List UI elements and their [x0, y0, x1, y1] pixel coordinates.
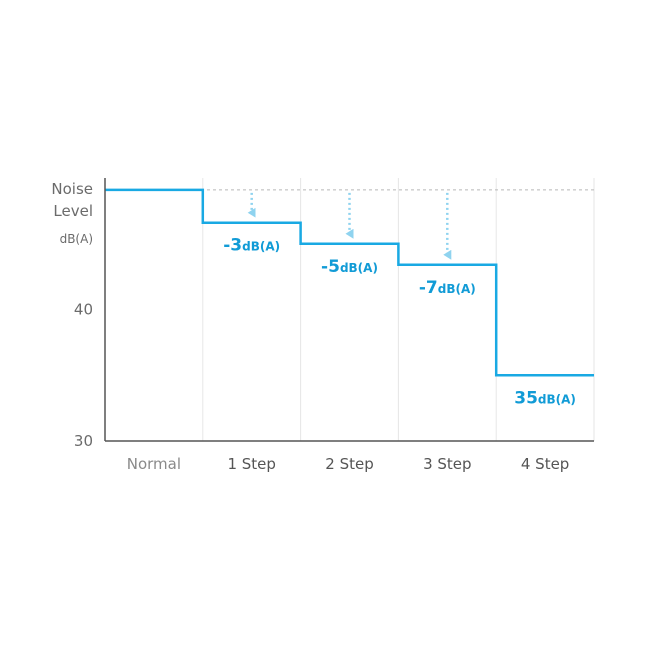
annotation-label: -7dB(A)	[419, 278, 476, 298]
x-tick-label: 4 Step	[521, 455, 569, 473]
y-axis-label-line2: Level	[53, 202, 93, 220]
annotation-unit: dB(A)	[242, 240, 280, 254]
y-axis-label-line1: Noise	[51, 180, 93, 198]
x-tick-label: 2 Step	[325, 455, 373, 473]
x-tick-label: 1 Step	[227, 455, 275, 473]
y-tick-label: 30	[74, 432, 93, 450]
annotation-label: 35dB(A)	[514, 388, 576, 408]
annotation-value: -7	[419, 278, 438, 298]
annotation-unit: dB(A)	[438, 282, 476, 296]
noise-step-line	[105, 188, 594, 377]
annotation-value: -5	[321, 257, 340, 277]
y-axis-unit-label: dB(A)	[60, 232, 93, 246]
annotation-value: 35	[514, 388, 538, 408]
reduction-arrows	[247, 192, 452, 260]
annotation-label: -5dB(A)	[321, 257, 378, 277]
x-tick-label: Normal	[127, 455, 181, 473]
annotation-value: -3	[223, 236, 242, 256]
annotation-unit: dB(A)	[340, 261, 378, 275]
annotation-label: -3dB(A)	[223, 236, 280, 256]
x-tick-label: 3 Step	[423, 455, 471, 473]
y-tick-label: 40	[74, 301, 93, 319]
annotation-unit: dB(A)	[538, 392, 576, 406]
